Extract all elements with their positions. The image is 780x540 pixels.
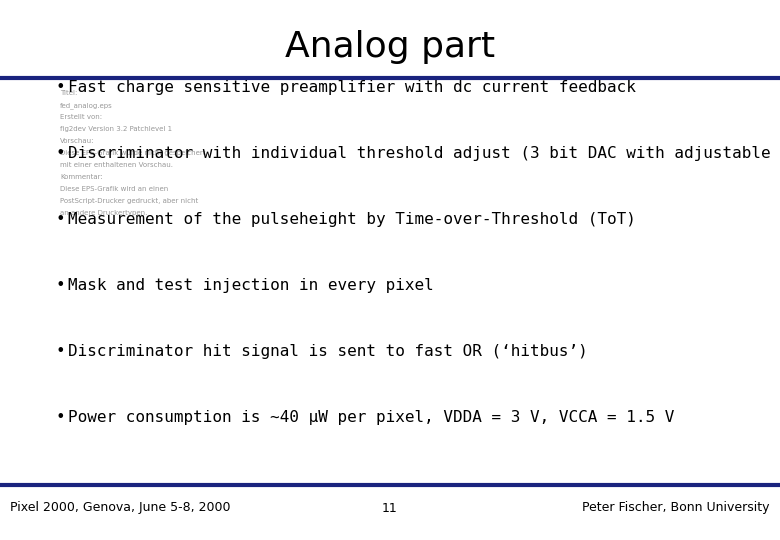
Text: an andere Druckertypen.: an andere Druckertypen.	[60, 210, 147, 216]
Text: Measurement of the pulseheight by Time-over-Threshold (ToT): Measurement of the pulseheight by Time-o…	[68, 212, 636, 227]
Text: •: •	[55, 344, 65, 359]
Text: Vorschau:: Vorschau:	[60, 138, 94, 144]
Text: Kommentar:: Kommentar:	[60, 174, 103, 180]
Text: Erstellt von:: Erstellt von:	[60, 114, 102, 120]
Text: Peter Fischer, Bonn University: Peter Fischer, Bonn University	[583, 502, 770, 515]
Text: Discriminator hit signal is sent to fast OR (‘hitbus’): Discriminator hit signal is sent to fast…	[68, 344, 588, 359]
Text: Discriminator with individual threshold adjust (3 bit DAC with adjustable range): Discriminator with individual threshold …	[68, 146, 780, 161]
Text: •: •	[55, 146, 65, 161]
Text: Power consumption is ~40 μW per pixel, VDDA = 3 V, VCCA = 1.5 V: Power consumption is ~40 μW per pixel, V…	[68, 410, 675, 425]
Text: •: •	[55, 212, 65, 227]
Text: mit einer enthaltenen Vorschau.: mit einer enthaltenen Vorschau.	[60, 162, 173, 168]
Text: Diese EPS-Grafik wurde nicht gespeichert: Diese EPS-Grafik wurde nicht gespeichert	[60, 150, 205, 156]
Text: Mask and test injection in every pixel: Mask and test injection in every pixel	[68, 278, 434, 293]
Text: Pixel 2000, Genova, June 5-8, 2000: Pixel 2000, Genova, June 5-8, 2000	[10, 502, 231, 515]
Text: fig2dev Version 3.2 Patchlevel 1: fig2dev Version 3.2 Patchlevel 1	[60, 126, 172, 132]
Text: 11: 11	[382, 502, 398, 515]
Text: PostScript-Drucker gedruckt, aber nicht: PostScript-Drucker gedruckt, aber nicht	[60, 198, 198, 204]
Text: Analog part: Analog part	[285, 30, 495, 64]
Text: •: •	[55, 278, 65, 293]
Text: •: •	[55, 410, 65, 425]
Text: fed_analog.eps: fed_analog.eps	[60, 102, 113, 109]
Text: Diese EPS-Grafik wird an einen: Diese EPS-Grafik wird an einen	[60, 186, 168, 192]
Text: Fast charge sensitive preamplifier with dc current feedback: Fast charge sensitive preamplifier with …	[68, 80, 636, 95]
Text: •: •	[55, 80, 65, 95]
Text: Titel:: Titel:	[60, 90, 77, 96]
